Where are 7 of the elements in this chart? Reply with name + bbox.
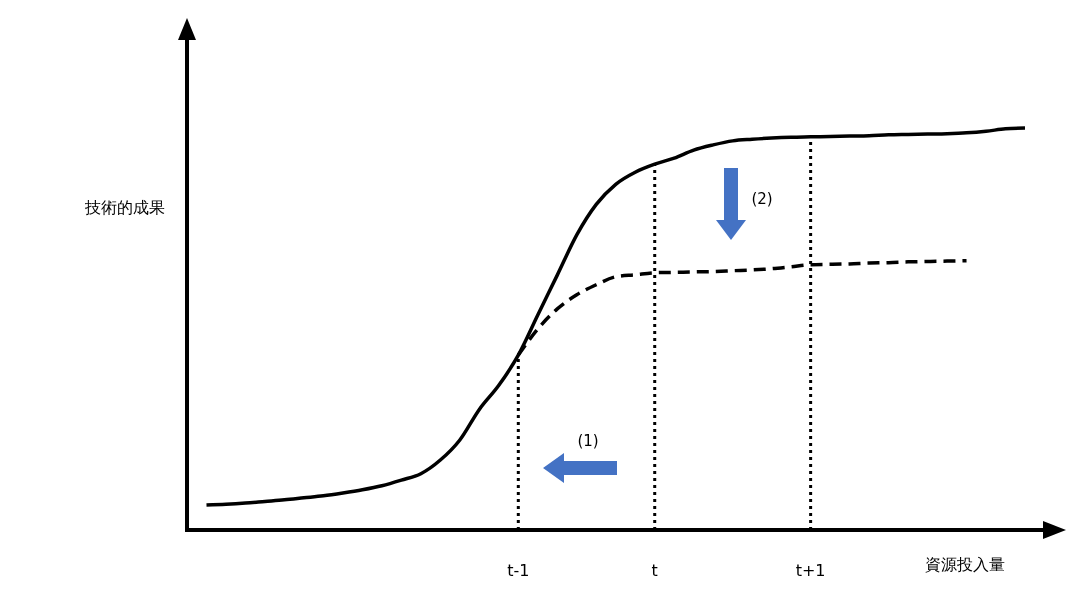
x-tick-label: t+1: [795, 561, 826, 580]
annotation: (2): [751, 190, 773, 208]
x-tick-label: t-1: [507, 561, 530, 580]
x-axis-title: 資源投入量: [925, 555, 1005, 574]
y-axis-title: 技術的成果: [84, 198, 165, 217]
x-tick-label: t: [651, 561, 658, 580]
annotation: (1): [577, 432, 599, 450]
